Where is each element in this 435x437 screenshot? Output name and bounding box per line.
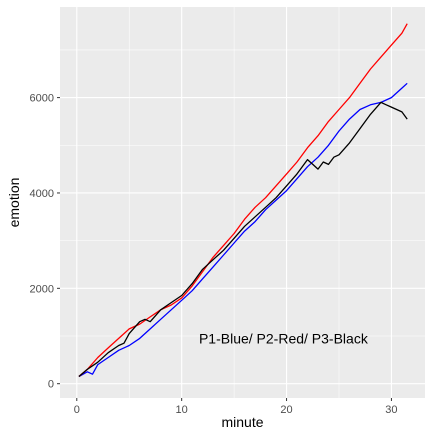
y-tick-label: 0: [48, 379, 54, 391]
series-lines: [78, 23, 408, 378]
x-tick-label: 20: [280, 404, 292, 416]
x-axis: 0 10 20 30: [74, 398, 398, 416]
series-line-3: [78, 101, 408, 377]
y-tick-label: 4000: [30, 188, 54, 200]
x-tick-label: 0: [74, 404, 80, 416]
y-tick-label: 6000: [30, 93, 54, 105]
x-axis-label: minute: [221, 414, 263, 430]
chart-annotation: P1-Blue/ P2-Red/ P3-Black: [199, 330, 369, 346]
major-gridlines: [60, 7, 425, 398]
y-axis: 0 2000 4000 6000: [30, 93, 60, 391]
series-line-1: [78, 82, 408, 378]
x-tick-label: 30: [385, 404, 397, 416]
x-tick-label: 10: [176, 404, 188, 416]
plot-panel: [60, 7, 425, 398]
series-line-2: [78, 23, 408, 377]
y-axis-label: emotion: [6, 178, 22, 228]
y-tick-label: 2000: [30, 283, 54, 295]
